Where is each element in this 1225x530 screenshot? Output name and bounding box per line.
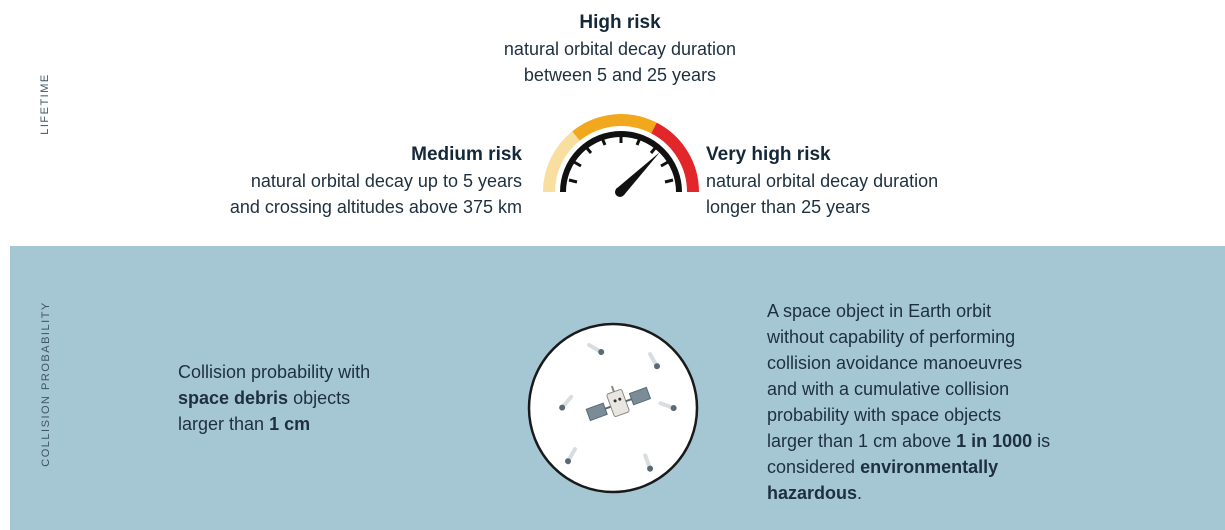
right-line8: hazardous. [767,480,1187,506]
lifetime-label: LIFETIME [39,73,51,135]
right-line6-pre: larger than 1 cm above [767,431,957,451]
left-line2-rest: objects [288,388,351,408]
medium-risk-block: Medium risk natural orbital decay up to … [120,142,522,220]
gauge-inner-arc [560,131,682,193]
very-high-risk-desc-line1: natural orbital decay duration [706,171,939,191]
lifetime-section: LIFETIME High risk natural orbital decay… [0,0,1225,246]
one-cm-emphasis: 1 cm [269,414,311,434]
left-line3: larger than 1 cm [178,411,478,437]
hazardous-emphasis: hazardous [767,483,858,503]
right-line4: and with a cumulative collision [767,379,1010,399]
left-line1: Collision probability with [178,362,371,382]
high-risk-block: High risk natural orbital decay duration… [420,10,820,88]
collision-section: COLLISION PROBABILITY Collision probabil… [10,246,1225,530]
gauge-high-segment [572,114,657,141]
environmentally-emphasis: environmentally [860,457,999,477]
right-line6: larger than 1 cm above 1 in 1000 is [767,428,1187,454]
satellite-icon [585,385,652,422]
left-line2: space debris objects [178,385,478,411]
right-line7: considered environmentally [767,454,1187,480]
gauge-needle [616,152,660,195]
speedometer-gauge-icon [543,114,699,197]
satellite-debris-icon [527,322,699,494]
gauge-medium-segment [543,131,580,193]
gauge-ticks [568,135,674,184]
right-line1: A space object in Earth orbit [767,301,992,321]
right-line5: probability with space objects [767,405,1002,425]
very-high-risk-block: Very high risk natural orbital decay dur… [706,142,1106,220]
collision-right-text: A space object in Earth orbit without ca… [767,298,1187,506]
right-line2: without capability of performing [767,327,1016,347]
left-line3-pre: larger than [178,414,270,434]
high-risk-desc-line1: natural orbital decay duration [503,39,737,59]
one-in-1000-emphasis: 1 in 1000 [956,431,1033,451]
high-risk-title: High risk [579,12,661,33]
collision-probability-label: COLLISION PROBABILITY [40,301,52,467]
medium-risk-desc-line2: and crossing altitudes above 375 km [229,197,522,217]
high-risk-desc-line2: between 5 and 25 years [523,65,717,85]
very-high-risk-desc-line2: longer than 25 years [706,197,871,217]
right-line3: collision avoidance manoeuvres [767,353,1023,373]
very-high-risk-title: Very high risk [706,144,831,165]
collision-left-text: Collision probability with space debris … [178,359,478,437]
debris-streaks [559,343,677,472]
medium-risk-desc-line1: natural orbital decay up to 5 years [250,171,522,191]
right-line7-pre: considered [767,457,861,477]
gauge-very-high-segment [651,122,699,193]
right-line8-post: . [857,483,863,503]
space-debris-emphasis: space debris [178,388,289,408]
right-line6-post: is [1032,431,1051,451]
medium-risk-title: Medium risk [411,144,522,165]
